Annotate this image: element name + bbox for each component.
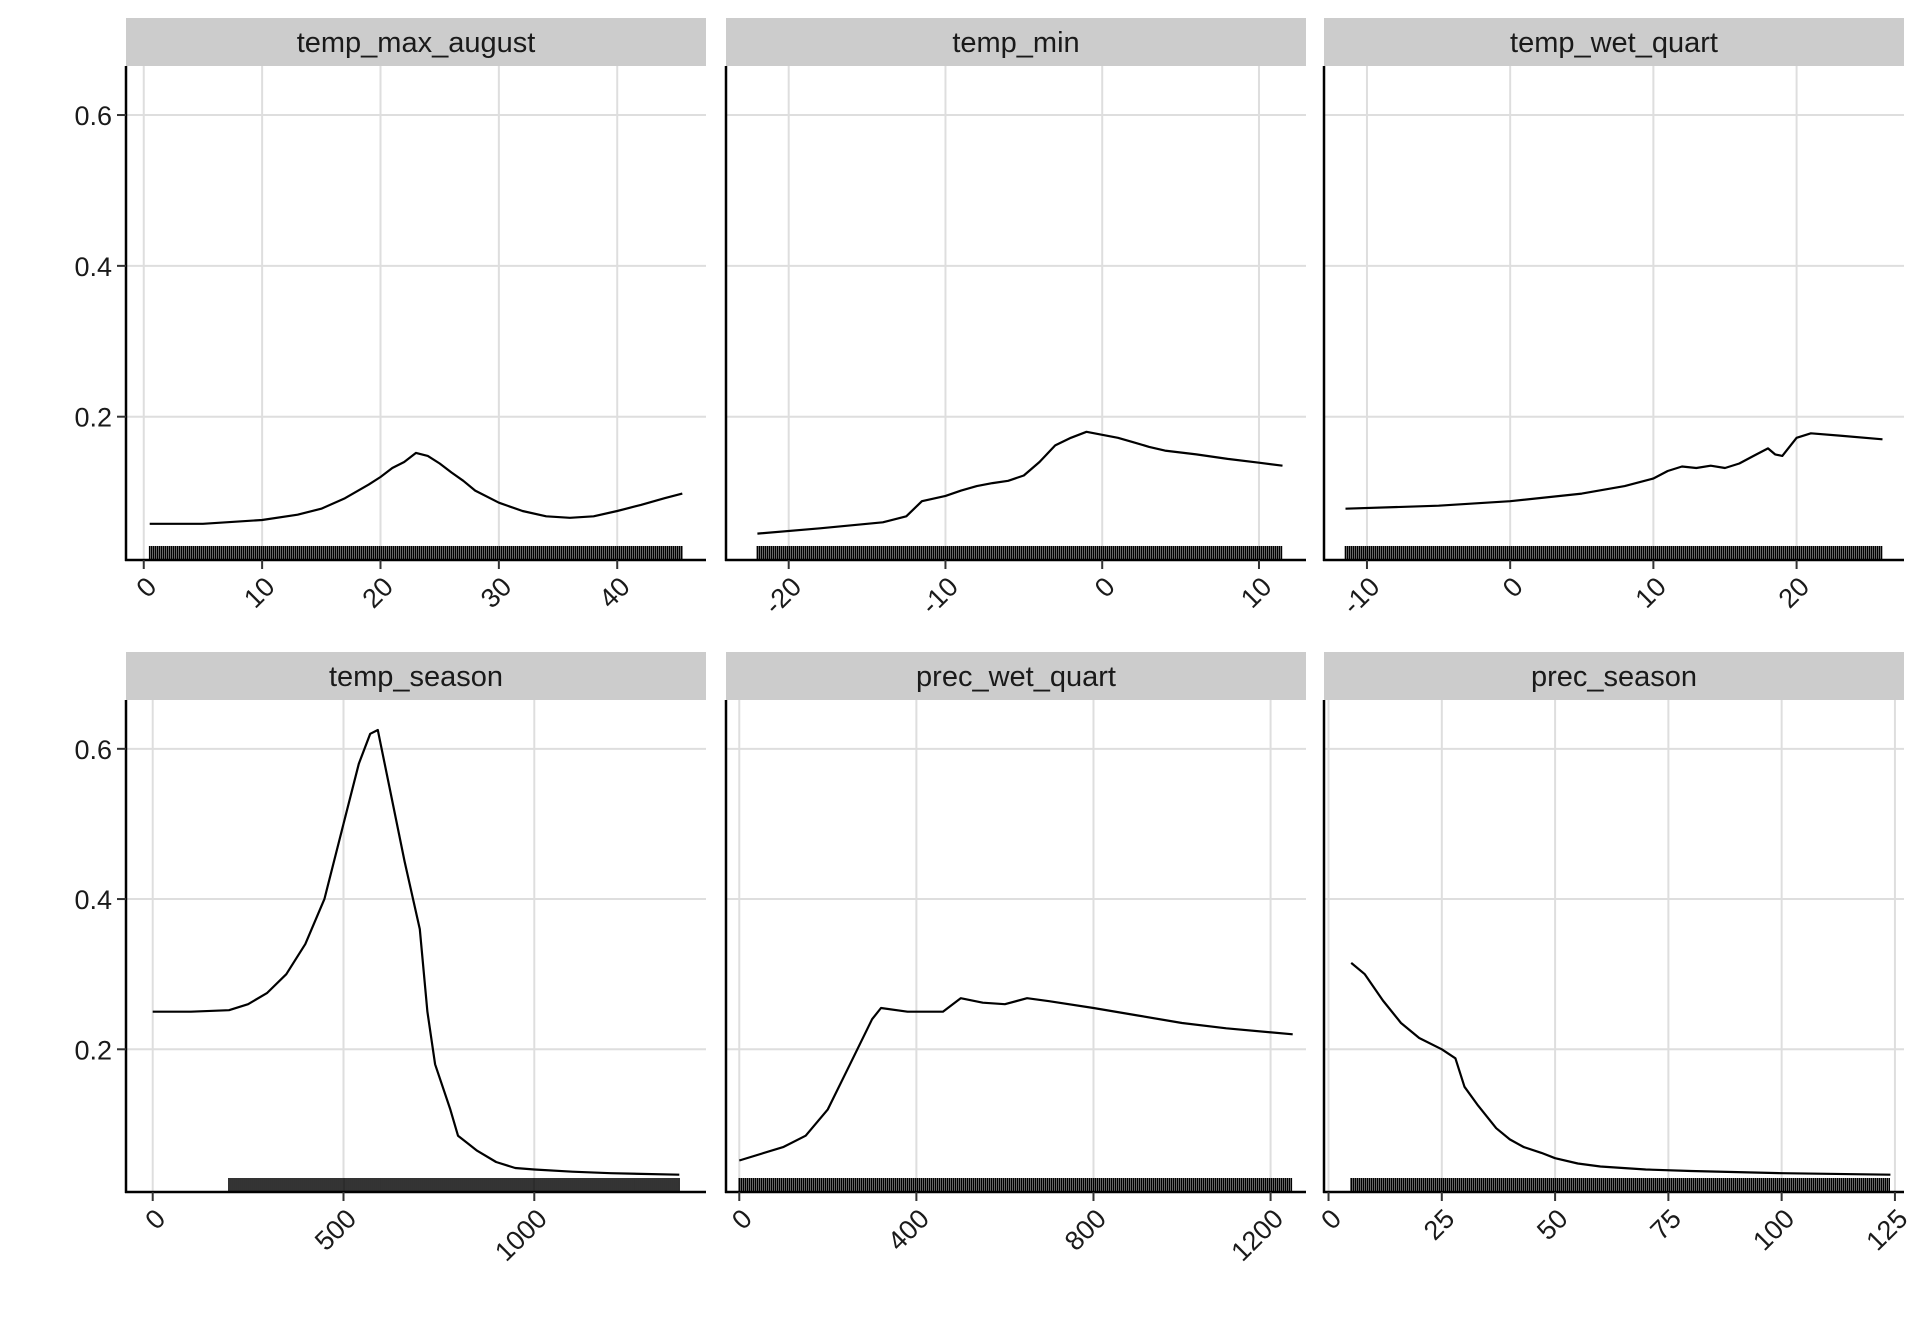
partial-dependence-line xyxy=(757,430,1283,535)
panel-strip xyxy=(1324,18,1904,66)
y-tick-label-1: 0.4 xyxy=(74,252,112,282)
panel-title: prec_wet_quart xyxy=(916,661,1116,693)
panel-title: prec_season xyxy=(1531,661,1697,693)
panel-strip xyxy=(726,18,1306,66)
panel-title: temp_season xyxy=(329,661,503,693)
panel-strip xyxy=(126,652,706,700)
partial-dependence-line xyxy=(149,451,683,525)
y-tick-label-0: 0.2 xyxy=(74,1035,112,1065)
rug-marks xyxy=(228,1178,680,1192)
panel-strip xyxy=(1324,652,1904,700)
y-tick-label-2: 0.6 xyxy=(74,101,112,131)
partial-dependence-line xyxy=(1345,432,1883,510)
partial-dependence-line xyxy=(1350,962,1891,1176)
panel-title: temp_max_august xyxy=(297,27,536,59)
panel-strip xyxy=(126,18,706,66)
panel-strip xyxy=(726,652,1306,700)
rug-marks xyxy=(1344,546,1883,560)
rug-marks xyxy=(738,1178,1293,1192)
y-tick-label-0: 0.2 xyxy=(74,403,112,433)
panel-title: temp_wet_quart xyxy=(1510,27,1718,59)
rug-marks xyxy=(756,546,1283,560)
y-tick-label-2: 0.6 xyxy=(74,735,112,765)
panel-title: temp_min xyxy=(952,27,1079,59)
rug-marks xyxy=(148,546,683,560)
partial-dependence-line xyxy=(738,997,1293,1162)
panel-2: temp_min-20 -10 0 10 xyxy=(724,18,1306,620)
rug-marks xyxy=(1350,1178,1890,1192)
y-tick-label-1: 0.4 xyxy=(74,885,112,915)
partial-dependence-line xyxy=(152,728,680,1176)
panel-3: temp_wet_quart-10 0 10 20 xyxy=(1322,18,1904,620)
